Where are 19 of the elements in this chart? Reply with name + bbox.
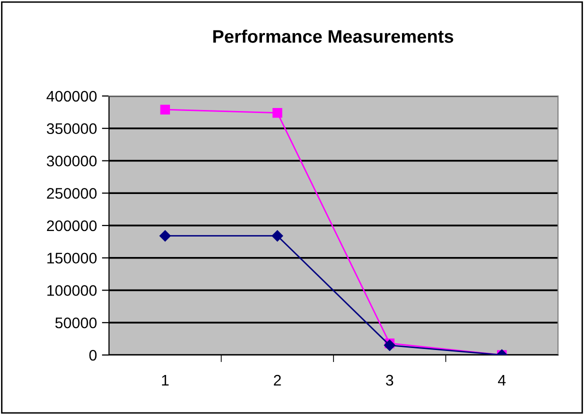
y-tick-label: 50000 bbox=[55, 317, 97, 328]
point bbox=[272, 230, 283, 242]
y-tick-label: 300000 bbox=[46, 156, 97, 166]
y-tick-label: 400000 bbox=[46, 90, 97, 102]
x-tick-label: 1 bbox=[162, 375, 169, 386]
chart-title: Performance Measurements bbox=[213, 30, 454, 43]
point bbox=[384, 340, 396, 351]
y-tick-label: 350000 bbox=[46, 123, 97, 134]
y-tick-label: 200000 bbox=[46, 220, 97, 232]
y-tick-label: 250000 bbox=[46, 188, 97, 199]
x-tick-label: 2 bbox=[274, 374, 281, 386]
y-tick-label: 150000 bbox=[47, 252, 97, 264]
y-tick-label: 0 bbox=[89, 350, 97, 361]
point bbox=[160, 104, 170, 114]
point bbox=[160, 230, 171, 242]
point bbox=[272, 108, 282, 118]
x-tick-label: 3 bbox=[386, 374, 394, 386]
x-tick-label: 4 bbox=[498, 375, 506, 386]
y-tick-label: 100000 bbox=[47, 285, 97, 296]
